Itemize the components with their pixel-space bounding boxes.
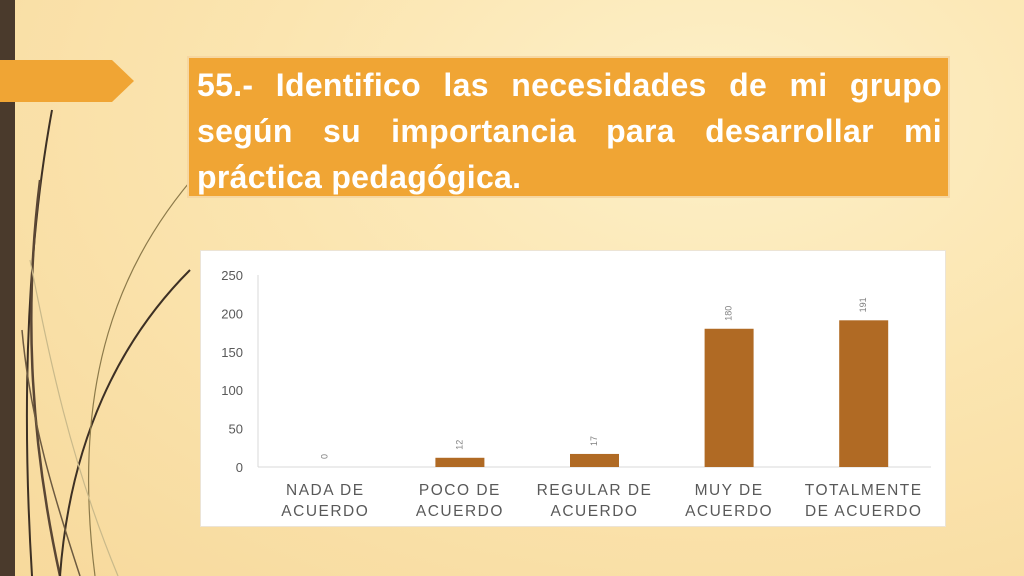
title-banner: 55.- Identifico las necesidades de mi gr…: [187, 56, 950, 198]
data-label: 191: [858, 297, 868, 312]
slide-title: 55.- Identifico las necesidades de mi gr…: [197, 67, 942, 195]
x-tick-label: TOTALMENTE: [805, 482, 923, 499]
x-tick-label: NADA DE: [286, 482, 365, 499]
bar: [704, 328, 754, 467]
x-tick-label: REGULAR DE: [537, 482, 653, 499]
data-label: 12: [454, 440, 464, 450]
y-tick-label: 100: [221, 383, 243, 398]
y-tick-label: 0: [236, 460, 243, 475]
data-label: 0: [320, 454, 330, 459]
data-label: 180: [723, 306, 733, 321]
bar: [570, 453, 619, 467]
x-tick-label: ACUERDO: [685, 503, 773, 520]
y-tick-label: 250: [221, 268, 243, 283]
x-tick-label: ACUERDO: [550, 503, 638, 520]
y-tick-label: 50: [229, 422, 243, 437]
bar: [839, 320, 889, 467]
chart-panel: 0 50 100 150 200 250 0 NADA DE ACUERDO 12 POCO DE A…: [200, 250, 946, 527]
arrow-tab-shape: [0, 60, 134, 102]
decorative-curves: [21, 109, 201, 576]
bar: [435, 457, 485, 467]
left-accent-bar: [0, 0, 15, 576]
bar-chart: 0 50 100 150 200 250 0 NADA DE ACUERDO 12 POCO DE A…: [221, 268, 931, 520]
x-tick-label: ACUERDO: [281, 503, 369, 520]
x-tick-label: POCO DE: [419, 482, 501, 499]
x-tick-label: ACUERDO: [416, 503, 504, 520]
y-tick-label: 150: [221, 345, 243, 360]
y-tick-label: 200: [221, 306, 243, 321]
data-label: 17: [589, 436, 599, 446]
x-tick-label: MUY DE: [695, 482, 764, 499]
x-tick-label: DE ACUERDO: [805, 503, 923, 520]
